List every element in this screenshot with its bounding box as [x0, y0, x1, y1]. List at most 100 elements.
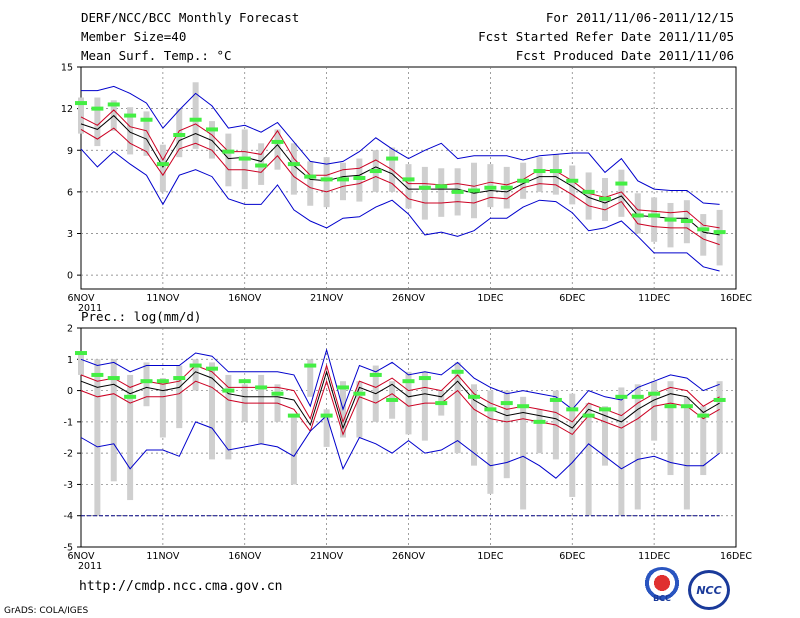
temp-mean-marker — [222, 149, 235, 154]
temp-mean-marker — [320, 177, 333, 182]
temp-x-tick-label: 16NOV — [228, 293, 262, 304]
grads-credit: GrADS: COLA/IGES — [4, 606, 89, 616]
temp-range-bar — [143, 111, 150, 156]
refer-date: Fcst Started Refer Date 2011/11/05 — [478, 29, 734, 44]
precip-range-bar — [634, 384, 641, 510]
temp-mean-marker — [648, 213, 661, 218]
precip-range-bar — [585, 403, 592, 516]
temp-mean-marker — [582, 189, 595, 194]
temp-mean-marker — [517, 178, 530, 183]
temp-range-bar — [667, 202, 674, 248]
temp-y-tick-label: 6 — [67, 187, 73, 198]
temp-mean-marker — [75, 101, 87, 106]
temp-x-tick-label: 16DEC — [720, 293, 752, 304]
forecast-period: For 2011/11/06-2011/12/15 — [545, 10, 734, 25]
temp-mean-marker — [304, 174, 317, 179]
precip-mean-marker — [615, 394, 628, 399]
temp-series-median — [80, 114, 720, 236]
precip-mean-marker — [582, 413, 595, 418]
precip-range-bar — [225, 374, 232, 460]
precip-x-tick-label: 6DEC — [559, 551, 585, 562]
precip-mean-marker — [435, 401, 448, 406]
chart-title: DERF/NCC/BCC Monthly Forecast — [81, 10, 300, 25]
temp-mean-marker — [533, 169, 546, 174]
temp-range-bar — [585, 172, 592, 220]
precip-mean-marker — [713, 397, 726, 402]
temp-range-bar — [127, 107, 134, 155]
precip-x-tick-label: 26NOV — [392, 551, 426, 562]
precip-series-min — [80, 414, 720, 479]
precip-series-max — [80, 348, 720, 411]
precip-range-bar — [323, 409, 330, 447]
temp-mean-marker — [337, 177, 349, 182]
precip-y-tick-label: -1 — [64, 417, 73, 428]
temp-x-tick-label: 11DEC — [638, 293, 670, 304]
precip-x-tick-label: 16NOV — [228, 551, 262, 562]
precip-mean-marker — [107, 376, 120, 381]
temp-mean-marker — [206, 127, 218, 132]
precip-mean-marker — [418, 376, 431, 381]
temp-mean-marker — [91, 106, 104, 111]
temp-range-bar — [78, 97, 84, 134]
precip-mean-marker — [664, 404, 677, 409]
precip-mean-marker — [140, 379, 153, 384]
temp-mean-marker — [369, 169, 382, 174]
precip-y-tick-label: -2 — [64, 449, 73, 460]
precip-range-bar — [405, 371, 412, 435]
precip-mean-marker — [255, 385, 268, 390]
temp-x-tick-label: 11NOV — [146, 293, 180, 304]
temp-range-bar — [536, 157, 543, 192]
temp-mean-marker — [680, 219, 693, 224]
precip-mean-marker — [369, 372, 382, 377]
precip-mean-marker — [451, 369, 464, 374]
precip-mean-marker — [271, 391, 284, 396]
precip-x-year-label: 2011 — [78, 561, 102, 572]
temp-range-bar — [192, 82, 199, 149]
temp-range-bar — [569, 165, 576, 205]
temp-panel-title: Mean Surf. Temp.: °C — [81, 48, 232, 63]
temp-range-bar — [487, 164, 494, 208]
precip-range-bar — [421, 371, 428, 441]
temp-mean-marker — [107, 102, 120, 107]
precip-mean-marker — [533, 419, 546, 424]
precip-range-bar — [471, 384, 477, 466]
temp-mean-marker — [386, 156, 399, 161]
precip-mean-marker — [599, 407, 611, 412]
precip-range-bar — [307, 359, 314, 397]
precip-mean-marker — [320, 413, 333, 418]
precip-mean-marker — [124, 394, 137, 399]
temp-range-bar — [323, 157, 330, 208]
temp-range-bar — [176, 108, 183, 158]
precip-range-bar — [602, 406, 608, 466]
precip-mean-marker — [173, 376, 186, 381]
temp-mean-marker — [435, 184, 448, 189]
temp-mean-marker — [664, 217, 677, 222]
temp-range-bar — [290, 143, 297, 195]
temp-series-min — [80, 148, 720, 272]
temp-mean-marker — [631, 213, 644, 218]
temp-range-bar — [438, 168, 445, 217]
precip-mean-marker — [238, 379, 251, 384]
precip-range-bar — [536, 409, 543, 454]
precip-y-tick-label: -5 — [64, 543, 73, 554]
source-url[interactable]: http://cmdp.ncc.cma.gov.cn — [79, 579, 283, 594]
temp-x-year-label: 2011 — [78, 303, 102, 314]
precip-x-tick-label: 11DEC — [638, 551, 670, 562]
temp-mean-marker — [271, 139, 284, 144]
precip-range-bar — [94, 359, 101, 516]
precip-range-bar — [683, 396, 690, 510]
precip-range-bar — [700, 406, 707, 476]
precip-mean-marker — [156, 379, 169, 384]
precip-range-bar — [176, 365, 183, 429]
precip-mean-marker — [386, 397, 399, 402]
precip-range-bar — [258, 374, 265, 444]
precip-range-bar — [127, 374, 134, 501]
bcc-logo: BCC — [641, 567, 683, 609]
precip-range-bar — [667, 381, 674, 476]
temp-mean-marker — [599, 196, 611, 201]
precip-x-tick-label: 11NOV — [146, 551, 180, 562]
precip-y-tick-label: 1 — [67, 355, 73, 366]
precip-range-bar — [209, 362, 215, 460]
temp-x-tick-label: 1DEC — [477, 293, 503, 304]
